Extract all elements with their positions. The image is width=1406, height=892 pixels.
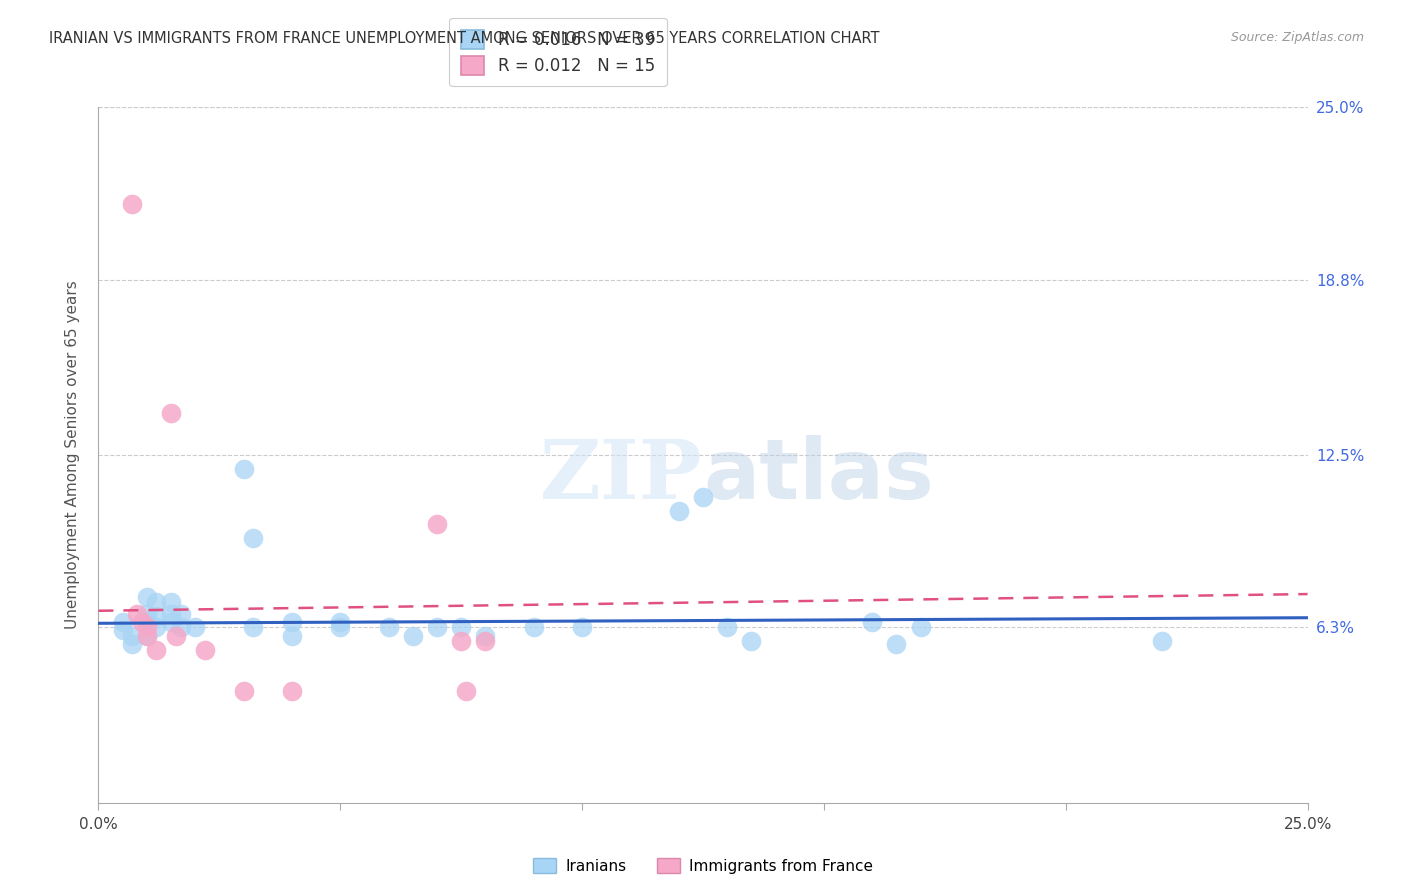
Point: [160, 607, 183, 621]
Point: [111, 624, 134, 638]
Point: [668, 503, 690, 517]
Point: [111, 615, 134, 629]
Point: [169, 620, 191, 634]
Point: [160, 595, 183, 609]
Point: [281, 684, 304, 698]
Point: [145, 609, 167, 624]
Point: [135, 607, 157, 621]
Point: [910, 620, 932, 634]
Point: [474, 634, 496, 648]
Point: [426, 620, 449, 634]
Point: [474, 629, 496, 643]
Point: [571, 620, 593, 634]
Point: [232, 462, 254, 476]
Point: [135, 620, 157, 634]
Point: [127, 607, 149, 621]
Point: [450, 620, 472, 634]
Point: [145, 642, 167, 657]
Point: [740, 634, 762, 648]
Point: [131, 615, 153, 629]
Text: atlas: atlas: [703, 435, 934, 516]
Point: [281, 629, 304, 643]
Point: [329, 615, 352, 629]
Point: [242, 620, 264, 634]
Point: [377, 620, 399, 634]
Point: [454, 684, 477, 698]
Point: [450, 634, 472, 648]
Point: [121, 197, 143, 211]
Point: [426, 517, 449, 532]
Point: [135, 590, 157, 604]
Point: [1152, 634, 1174, 648]
Point: [145, 595, 167, 609]
Text: ZIP: ZIP: [540, 436, 703, 516]
Text: IRANIAN VS IMMIGRANTS FROM FRANCE UNEMPLOYMENT AMONG SENIORS OVER 65 YEARS CORRE: IRANIAN VS IMMIGRANTS FROM FRANCE UNEMPL…: [49, 31, 880, 46]
Point: [281, 615, 304, 629]
Point: [242, 532, 264, 546]
Point: [165, 629, 187, 643]
Point: [135, 629, 157, 643]
Point: [160, 615, 183, 629]
Point: [184, 620, 207, 634]
Point: [145, 620, 167, 634]
Point: [329, 620, 352, 634]
Point: [886, 637, 908, 651]
Point: [402, 629, 425, 643]
Point: [135, 615, 157, 629]
Legend: R = 0.016   N = 39, R = 0.012   N = 15: R = 0.016 N = 39, R = 0.012 N = 15: [450, 18, 666, 87]
Text: Source: ZipAtlas.com: Source: ZipAtlas.com: [1230, 31, 1364, 45]
Point: [860, 615, 883, 629]
Point: [160, 406, 183, 420]
Y-axis label: Unemployment Among Seniors over 65 years: Unemployment Among Seniors over 65 years: [65, 281, 80, 629]
Point: [135, 629, 157, 643]
Point: [692, 490, 714, 504]
Point: [523, 620, 546, 634]
Point: [194, 642, 217, 657]
Point: [232, 684, 254, 698]
Legend: Iranians, Immigrants from France: Iranians, Immigrants from France: [527, 852, 879, 880]
Point: [121, 637, 143, 651]
Point: [716, 620, 738, 634]
Point: [121, 629, 143, 643]
Point: [169, 607, 191, 621]
